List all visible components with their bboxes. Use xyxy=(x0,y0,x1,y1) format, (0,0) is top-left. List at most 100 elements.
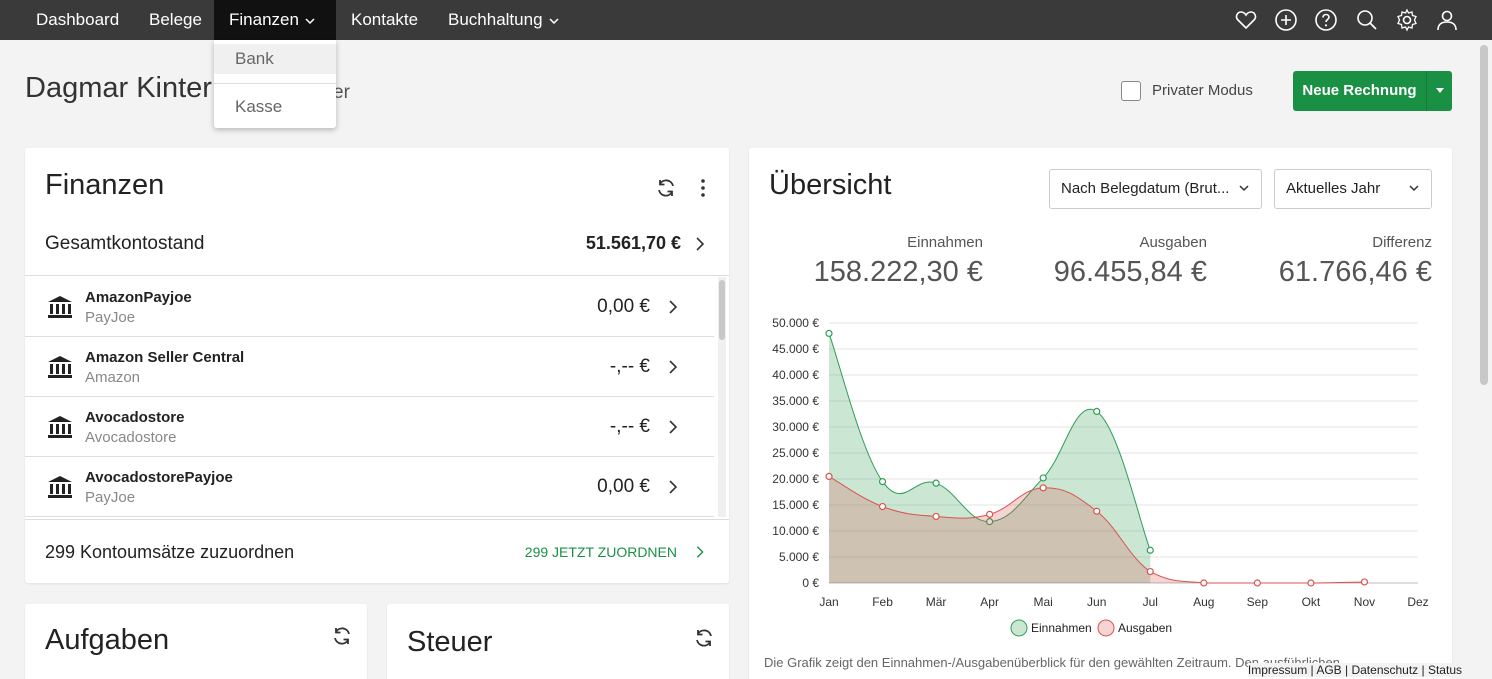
more-vertical-icon[interactable] xyxy=(691,176,715,200)
settings-icon[interactable] xyxy=(1395,8,1419,32)
finanzen-dropdown-menu: Bank Kasse xyxy=(214,40,336,128)
data-point xyxy=(825,329,833,337)
footer-link-datenschutz[interactable]: Datenschutz xyxy=(1351,663,1419,677)
period-value: Aktuelles Jahr xyxy=(1286,180,1381,197)
overview-card: Übersicht Nach Belegdatum (Brut... Aktue… xyxy=(749,148,1452,679)
menu-item-kasse[interactable]: Kasse xyxy=(235,97,283,116)
account-provider: PayJoe xyxy=(85,309,136,326)
y-tick-label: 45.000 € xyxy=(772,342,819,356)
account-name: Avocadostore xyxy=(85,409,185,426)
data-point xyxy=(1039,484,1047,492)
footer-link-agb[interactable]: AGB xyxy=(1316,663,1342,677)
account-amount: 0,00 € xyxy=(597,296,650,317)
chart-footnote: Die Grafik zeigt den Einnahmen-/Ausgaben… xyxy=(764,655,1340,670)
tax-card: Steuer xyxy=(387,604,729,679)
y-tick-label: 50.000 € xyxy=(772,316,819,330)
x-tick-label: Aug xyxy=(1193,595,1214,609)
data-point xyxy=(932,479,940,487)
date-basis-select[interactable]: Nach Belegdatum (Brut... xyxy=(1049,169,1262,209)
private-mode-checkbox[interactable] xyxy=(1121,81,1141,101)
chevron-right-icon[interactable] xyxy=(695,236,705,252)
account-amount: -,-- € xyxy=(609,416,650,437)
x-tick-label: Sep xyxy=(1247,595,1269,609)
footer-link-impressum[interactable]: Impressum xyxy=(1247,663,1308,677)
overview-title: Übersicht xyxy=(769,169,892,201)
new-invoice-button[interactable]: Neue Rechnung xyxy=(1293,71,1426,111)
chevron-down-icon xyxy=(549,17,559,24)
tax-title: Steuer xyxy=(407,626,493,658)
account-list-scrollbar[interactable] xyxy=(718,277,726,517)
divider xyxy=(25,519,729,520)
plus-circle-icon[interactable] xyxy=(1274,8,1298,32)
top-navigation: Dashboard Belege Finanzen Kontakte Buchh… xyxy=(0,0,1492,40)
expenses-value: 96.455,84 € xyxy=(1053,256,1207,288)
refresh-icon[interactable] xyxy=(330,624,354,648)
difference-label: Differenz xyxy=(1372,234,1432,251)
bank-icon xyxy=(48,356,72,378)
data-point xyxy=(986,518,994,526)
help-icon[interactable] xyxy=(1314,8,1338,32)
footer-links: Impressum | AGB | Datenschutz | Status xyxy=(1247,663,1462,677)
income-label: Einnahmen xyxy=(907,234,983,251)
nav-buchhaltung[interactable]: Buchhaltung xyxy=(433,0,574,40)
legend-swatch xyxy=(1010,619,1028,637)
account-row[interactable]: Amazon Seller Central Amazon -,-- € xyxy=(25,337,714,397)
assign-now-link[interactable]: 299 JETZT ZUORDNEN xyxy=(524,544,677,560)
nav-belege[interactable]: Belege xyxy=(149,10,202,29)
footer-link-status[interactable]: Status xyxy=(1427,663,1462,677)
account-list-scroll-thumb[interactable] xyxy=(719,280,725,340)
y-tick-label: 10.000 € xyxy=(772,524,819,538)
account-row[interactable]: AvocadostorePayjoe PayJoe 0,00 € xyxy=(25,457,714,517)
period-select[interactable]: Aktuelles Jahr xyxy=(1274,169,1432,209)
data-point xyxy=(986,510,994,518)
chevron-down-icon xyxy=(305,17,315,24)
total-balance-label: Gesamtkontostand xyxy=(45,233,205,254)
data-point xyxy=(825,472,833,480)
x-tick-label: Nov xyxy=(1354,595,1375,609)
x-tick-label: Feb xyxy=(872,595,893,609)
y-tick-label: 25.000 € xyxy=(772,446,819,460)
legend-swatch xyxy=(1097,619,1115,637)
account-name: AmazonPayjoe xyxy=(85,289,192,306)
user-icon[interactable] xyxy=(1435,8,1459,32)
data-point xyxy=(1307,579,1315,587)
caret-down-icon xyxy=(1436,88,1444,93)
nav-finanzen-label: Finanzen xyxy=(229,10,299,29)
data-point xyxy=(1039,474,1047,482)
data-point xyxy=(1360,578,1369,586)
y-tick-label: 35.000 € xyxy=(772,394,819,408)
refresh-icon[interactable] xyxy=(654,176,678,200)
data-point xyxy=(1146,546,1154,554)
y-tick-label: 5.000 € xyxy=(779,550,819,564)
total-balance-value: 51.561,70 € xyxy=(585,233,681,253)
data-point xyxy=(1146,567,1154,576)
bank-icon xyxy=(48,296,72,318)
chevron-right-icon[interactable] xyxy=(695,545,705,559)
tasks-title: Aufgaben xyxy=(45,624,170,656)
x-tick-label: Jul xyxy=(1143,595,1158,609)
search-icon[interactable] xyxy=(1355,8,1379,32)
legend-label: Einnahmen xyxy=(1031,621,1092,635)
nav-dashboard[interactable]: Dashboard xyxy=(36,10,120,29)
account-name: AvocadostorePayjoe xyxy=(85,469,233,486)
nav-kontakte[interactable]: Kontakte xyxy=(351,10,419,29)
account-amount: 0,00 € xyxy=(597,476,650,497)
page-title: Dagmar Kinter xyxy=(25,72,212,104)
income-expense-chart: 0 € 5.000 € 10.000 € 15.000 € 20.000 € 25.000… xyxy=(772,316,1429,637)
y-tick-label: 30.000 € xyxy=(772,420,819,434)
account-row[interactable]: AmazonPayjoe PayJoe 0,00 € xyxy=(25,277,714,337)
refresh-icon[interactable] xyxy=(692,626,716,650)
heart-icon[interactable] xyxy=(1234,8,1258,32)
y-tick-label: 20.000 € xyxy=(772,472,819,486)
account-row[interactable]: Avocadostore Avocadostore -,-- € xyxy=(25,397,714,457)
new-invoice-dropdown-button[interactable] xyxy=(1426,71,1452,111)
page-scroll-thumb[interactable] xyxy=(1480,45,1488,385)
account-provider: Amazon xyxy=(85,369,141,386)
date-basis-value: Nach Belegdatum (Brut... xyxy=(1061,180,1230,197)
account-amount: -,-- € xyxy=(609,356,650,377)
menu-divider xyxy=(214,83,336,84)
nav-finanzen[interactable]: Finanzen xyxy=(214,0,336,40)
menu-item-bank[interactable]: Bank xyxy=(214,44,336,74)
bank-icon xyxy=(48,416,72,438)
chevron-right-icon xyxy=(669,480,678,494)
